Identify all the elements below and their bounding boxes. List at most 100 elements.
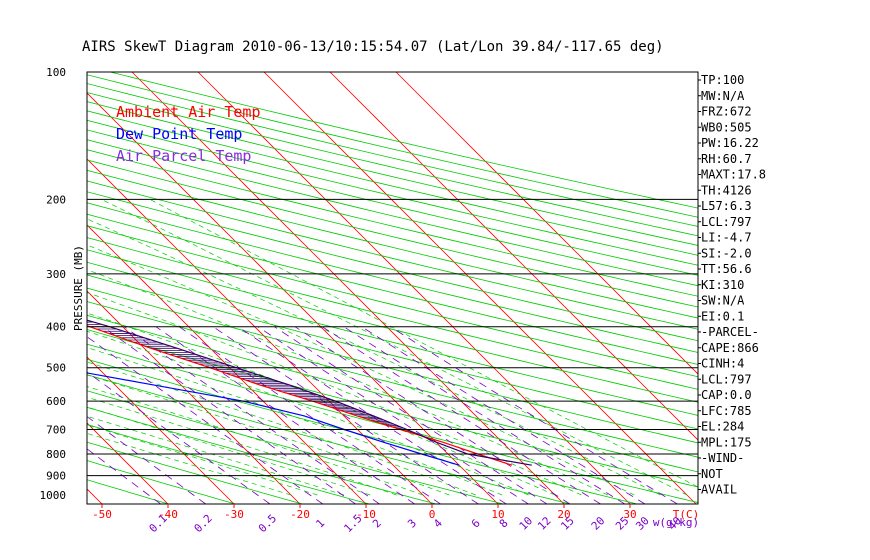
side-index-label: NOT xyxy=(701,467,723,481)
parcel-temp-line xyxy=(87,319,532,466)
bottom-temp-tick-label: 10 xyxy=(491,508,504,521)
isotherm-line xyxy=(87,92,499,504)
moist-adiabat-line xyxy=(101,198,688,496)
bottom-temp-tick-label: 0 xyxy=(429,508,436,521)
isotherm-line xyxy=(263,72,697,504)
pressure-tick-label: 1000 xyxy=(40,489,67,502)
cape-hatch-area xyxy=(87,321,419,436)
side-index-label: LCL:797 xyxy=(701,372,752,386)
side-index-label: FRZ:672 xyxy=(701,105,752,119)
isotherm-line xyxy=(87,224,367,504)
moist-adiabat-line xyxy=(87,374,450,496)
pressure-tick-label: 600 xyxy=(46,395,66,408)
pressure-tick-label: 400 xyxy=(46,321,66,334)
side-index-label: CINH:4 xyxy=(701,357,744,371)
mixing-ratio-label: 10 xyxy=(517,514,536,533)
side-index-label: SI:-2.0 xyxy=(701,246,752,260)
side-index-label: LI:-4.7 xyxy=(701,231,752,245)
bottom-temp-tick-label: -20 xyxy=(290,508,310,521)
side-index-label: TT:56.6 xyxy=(701,262,752,276)
pressure-tick-label: 200 xyxy=(46,193,66,206)
mixing-ratio-label: 4 xyxy=(431,516,445,530)
dry-adiabat-line xyxy=(87,287,698,444)
dry-adiabat-line xyxy=(87,213,698,365)
mixing-ratio-line xyxy=(237,326,507,504)
mixing-ratio-line xyxy=(390,326,678,504)
mixing-ratio-line xyxy=(102,326,356,504)
dry-adiabat-line xyxy=(87,424,370,504)
side-index-label: TH:4126 xyxy=(701,183,752,197)
ambient-temp-line xyxy=(87,325,513,466)
isobar-lines xyxy=(87,198,698,477)
dry-adiabat-line xyxy=(87,274,698,430)
mixing-ratio-line xyxy=(257,326,529,504)
mixing-ratio-line xyxy=(87,336,324,504)
dry-adiabat-line xyxy=(87,329,698,488)
dry-adiabat-line xyxy=(87,406,437,504)
mixing-ratio-line xyxy=(87,371,271,504)
y-axis-label: PRESSURE (MB) xyxy=(72,245,85,331)
background-grid xyxy=(0,72,698,504)
side-index-label: PW:16.22 xyxy=(701,136,759,150)
moist-adiabat-line xyxy=(87,347,503,496)
dry-adiabat-line xyxy=(87,374,571,504)
moist-adiabat-line xyxy=(87,330,529,496)
side-index-label: WB0:505 xyxy=(701,120,752,134)
bottom-temp-tick-label: 20 xyxy=(557,508,570,521)
dry-adiabat-line xyxy=(87,169,698,319)
side-index-label: MPL:175 xyxy=(701,435,752,449)
axes: 1002003004005006007008009001000PRESSURE … xyxy=(40,66,700,535)
dry-adiabat-line xyxy=(87,301,698,458)
mixing-ratio-label: 12 xyxy=(535,514,554,533)
dry-adiabat-line xyxy=(87,343,698,503)
side-index-label: -WIND- xyxy=(701,451,744,465)
mixing-ratio-label: 0.5 xyxy=(256,512,279,535)
dry-adiabat-line xyxy=(87,225,698,378)
side-index-label: MAXT:17.8 xyxy=(701,168,766,182)
dry-adiabat-line xyxy=(87,139,698,287)
dry-adiabat-line xyxy=(87,358,638,504)
pressure-tick-label: 900 xyxy=(46,470,66,483)
mixing-ratio-unit-label: w(g/kg) xyxy=(653,516,699,529)
mixing-ratio-label: 2 xyxy=(370,517,384,531)
pressure-tick-label: 100 xyxy=(46,66,66,79)
plot-frame xyxy=(86,71,699,505)
bottom-temp-tick-label: -40 xyxy=(158,508,178,521)
mixing-ratio-line xyxy=(321,326,601,504)
dry-adiabat-line xyxy=(87,460,236,504)
dry-adiabat-line xyxy=(87,390,504,504)
legend: Ambient Air Temp Dew Point Temp Air Parcel… xyxy=(116,103,261,165)
mixing-ratio-line xyxy=(212,326,479,504)
temp-unit-label: T(C) xyxy=(673,508,700,521)
side-index-label: LFC:785 xyxy=(701,404,752,418)
mixing-ratio-line xyxy=(178,326,441,504)
pressure-tick-label: 500 xyxy=(46,362,66,375)
mixing-ratio-line xyxy=(361,326,646,504)
dry-adiabat-line xyxy=(87,110,698,256)
mixing-ratio-label: 3 xyxy=(405,517,419,531)
side-index-label: KI:310 xyxy=(701,278,744,292)
side-index-label: TP:100 xyxy=(701,73,744,87)
isotherm-line xyxy=(131,72,565,504)
side-index-label: SW:N/A xyxy=(701,294,745,308)
mixing-ratio-label: 0.2 xyxy=(192,512,215,535)
isotherm-line xyxy=(0,72,36,504)
legend-item: Air Parcel Temp xyxy=(116,147,251,165)
dry-adiabat-line xyxy=(87,119,698,266)
bottom-temp-tick-label: -50 xyxy=(92,508,112,521)
side-index-label: AVAIL xyxy=(701,483,737,497)
side-index-label: EI:0.1 xyxy=(701,309,744,323)
dry-adiabat-line xyxy=(87,159,698,308)
dry-adiabat-line xyxy=(87,202,698,353)
side-index-label: -PARCEL- xyxy=(701,325,759,339)
isotherm-line xyxy=(87,290,301,504)
bottom-temp-tick-label: -30 xyxy=(224,508,244,521)
pressure-tick-label: 800 xyxy=(46,448,66,461)
dry-adiabat-line xyxy=(87,191,698,342)
mixing-ratio-line xyxy=(343,326,626,504)
moist-adiabat-line xyxy=(87,312,556,496)
mixing-ratio-line xyxy=(155,326,415,504)
chart-title: AIRS SkewT Diagram 2010-06-13/10:15:54.0… xyxy=(82,39,664,55)
mixing-ratio-line xyxy=(87,416,206,504)
isotherm-line xyxy=(329,72,698,441)
